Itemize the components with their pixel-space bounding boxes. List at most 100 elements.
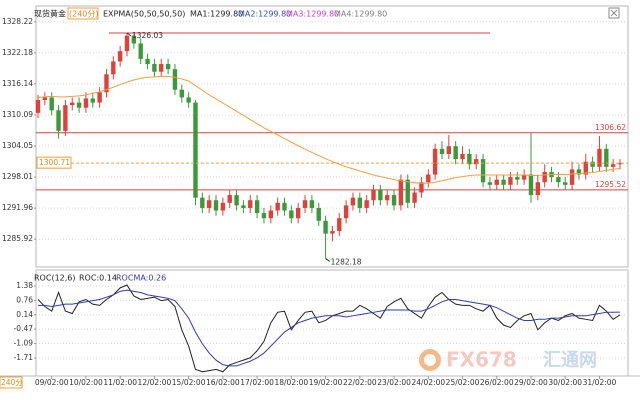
candle-body xyxy=(97,92,102,103)
candle-body xyxy=(364,200,369,208)
period-label: 240分 xyxy=(1,378,23,387)
candle-body xyxy=(289,210,294,219)
candle-body xyxy=(165,64,171,70)
candle-body xyxy=(220,202,226,211)
candle-body xyxy=(583,161,588,175)
candle-body xyxy=(56,110,61,131)
candle-body xyxy=(200,197,205,208)
candle-body xyxy=(145,58,150,65)
candle-body xyxy=(241,205,246,208)
candle-body xyxy=(604,148,609,167)
price-panel xyxy=(35,5,629,268)
candle-body xyxy=(460,153,465,160)
high-label: 1326.03 xyxy=(132,31,163,40)
y-tick-label: 1285.92 xyxy=(2,234,33,243)
watermark: FX678 汇通网 xyxy=(419,348,597,372)
candle-body xyxy=(494,179,499,185)
period-box xyxy=(67,7,99,20)
candle-body xyxy=(35,100,41,113)
settings-icon-cross xyxy=(610,9,618,17)
candle-body xyxy=(350,197,356,206)
candle-body xyxy=(556,177,561,183)
candle-body xyxy=(487,182,493,185)
candle-body xyxy=(501,179,506,185)
candle-body xyxy=(70,102,75,106)
candle-body xyxy=(295,207,301,219)
candle-body xyxy=(248,200,253,208)
indicator-label: MA4:1299.80 xyxy=(334,10,387,19)
y-tick-label: 1304.05 xyxy=(2,141,33,150)
x-tick-label: 24/02:00 xyxy=(411,378,445,387)
watermark-name: 汇通网 xyxy=(543,350,597,371)
candle-body xyxy=(186,97,191,103)
candle-body xyxy=(563,182,568,185)
x-tick-label: 29/02:00 xyxy=(514,378,548,387)
candle-body xyxy=(398,179,404,206)
x-tick-label: 17/02:00 xyxy=(240,378,274,387)
indicator-label: ROC:0.14 xyxy=(79,274,117,283)
candle-body xyxy=(227,195,232,203)
x-tick-label: 25/02:00 xyxy=(446,378,480,387)
y-tick-label: 1322.18 xyxy=(2,48,33,57)
high-pointer xyxy=(126,32,132,37)
candle-body xyxy=(49,97,54,111)
candle-body xyxy=(268,210,273,219)
candle-body xyxy=(193,102,198,198)
candle-body xyxy=(275,202,280,211)
x-tick-label: 10/02:00 xyxy=(69,378,103,387)
candle-body xyxy=(111,61,116,75)
candle-body xyxy=(576,169,582,175)
candle-body xyxy=(343,205,349,219)
y-tick-label: -1.71 xyxy=(14,353,34,362)
candle-body xyxy=(316,207,321,221)
candle-body xyxy=(357,197,363,208)
x-tick-label: 23/02:00 xyxy=(377,378,411,387)
x-tick-label: 22/02:00 xyxy=(343,378,377,387)
candle-body xyxy=(261,213,267,219)
y-tick-label: -0.47 xyxy=(14,324,34,333)
period-label-box xyxy=(0,376,23,389)
y-tick-label: 1.38 xyxy=(16,281,33,290)
chart-title: 现货黄金 xyxy=(34,9,66,19)
candle-body xyxy=(371,189,376,201)
series-line xyxy=(37,284,621,373)
x-tick-label: 30/02:00 xyxy=(548,378,582,387)
candle-body xyxy=(323,220,328,234)
settings-icon[interactable] xyxy=(608,7,620,19)
candle-body xyxy=(467,153,472,165)
x-tick-label: 11/02:00 xyxy=(103,378,137,387)
x-tick-label: 19/02:00 xyxy=(309,378,343,387)
candle-body xyxy=(138,43,143,59)
y-tick-label: 0.14 xyxy=(16,310,33,319)
low-label: 1282.18 xyxy=(331,257,362,266)
chart-subtitle: (240分) xyxy=(69,10,99,19)
candle-body xyxy=(282,202,287,211)
price-tag: 1300.71 xyxy=(39,158,70,167)
x-tick-label: 26/02:00 xyxy=(480,378,514,387)
candle-body xyxy=(426,174,431,183)
watermark-logo-inner xyxy=(424,354,436,366)
y-tick-label: 1310.09 xyxy=(2,110,33,119)
x-tick-label: 15/02:00 xyxy=(172,378,206,387)
indicator-label: EXPMA(50,50,50,50) xyxy=(103,10,185,19)
candle-body xyxy=(330,231,335,234)
candle-body xyxy=(528,174,534,196)
candle-body xyxy=(508,177,513,185)
price-tag-box xyxy=(36,156,72,169)
candle-body xyxy=(412,192,417,203)
x-tick-label: 12/02:00 xyxy=(138,378,172,387)
candle-body xyxy=(309,200,315,208)
candle-body xyxy=(419,182,424,193)
candle-body xyxy=(206,200,212,208)
candle-body xyxy=(535,182,541,196)
candle-body xyxy=(446,146,452,154)
candle-body xyxy=(569,169,575,185)
indicator-label: MA3:1299.80 xyxy=(286,10,339,19)
y-tick-label: 1328.22 xyxy=(2,17,33,26)
indicator-label: MA1:1299.80 xyxy=(190,10,243,19)
x-tick-label: 18/02:00 xyxy=(274,378,308,387)
candle-body xyxy=(474,159,479,165)
candle-body xyxy=(391,195,397,206)
y-tick-label: 1298.01 xyxy=(2,172,33,181)
